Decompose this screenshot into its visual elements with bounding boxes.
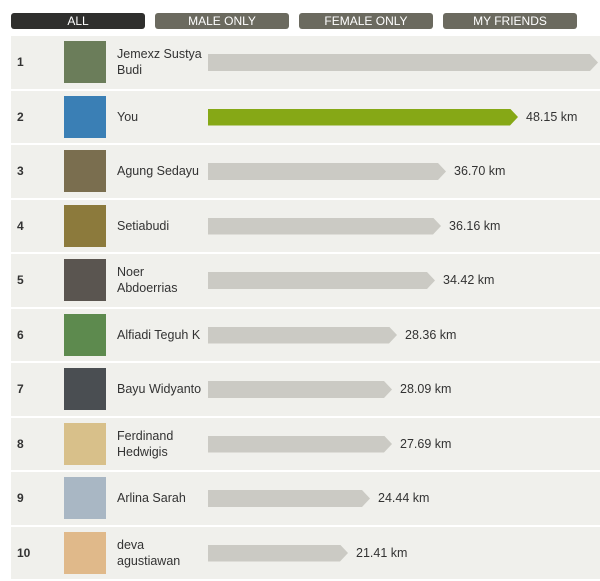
leaderboard-row: 6 Alfiadi Teguh K 28.36 km	[11, 309, 600, 364]
distance-value: 36.70 km	[454, 145, 505, 197]
rank: 9	[17, 472, 24, 524]
distance-bar	[208, 490, 370, 507]
rank: 8	[17, 418, 24, 470]
distance-bar	[208, 436, 392, 453]
runner-name[interactable]: Jemexz Sustya Budi	[117, 36, 207, 88]
filter-tabs: ALL MALE ONLY FEMALE ONLY MY FRIENDS	[11, 13, 600, 29]
distance-bar	[208, 381, 392, 398]
rank: 5	[17, 254, 24, 306]
avatar[interactable]	[64, 314, 106, 356]
distance-value: 34.42 km	[443, 254, 494, 306]
avatar[interactable]	[64, 368, 106, 410]
runner-name[interactable]: Ferdinand Hedwigis	[117, 418, 207, 470]
distance-bar	[208, 109, 518, 126]
distance-value: 24.44 km	[378, 472, 429, 524]
tab-all[interactable]: ALL	[11, 13, 145, 29]
leaderboard-row: 5 Noer Abdoerrias 34.42 km	[11, 254, 600, 309]
avatar[interactable]	[64, 477, 106, 519]
distance-bar	[208, 272, 435, 289]
leaderboard-row: 4 Setiabudi 36.16 km	[11, 200, 600, 255]
tab-my-friends[interactable]: MY FRIENDS	[443, 13, 577, 29]
leaderboard-row: 1 Jemexz Sustya Budi	[11, 36, 600, 91]
avatar[interactable]	[64, 259, 106, 301]
leaderboard-row: 9 Arlina Sarah 24.44 km	[11, 472, 600, 527]
avatar[interactable]	[64, 96, 106, 138]
avatar[interactable]	[64, 41, 106, 83]
runner-name[interactable]: You	[117, 91, 207, 143]
runner-name[interactable]: Alfiadi Teguh K	[117, 309, 207, 361]
distance-bar	[208, 218, 441, 235]
avatar[interactable]	[64, 532, 106, 574]
runner-name[interactable]: Noer Abdoerrias	[117, 254, 207, 306]
distance-value: 48.15 km	[526, 91, 577, 143]
rank: 4	[17, 200, 24, 252]
avatar[interactable]	[64, 205, 106, 247]
rank: 10	[17, 527, 30, 579]
runner-name[interactable]: Setiabudi	[117, 200, 207, 252]
distance-bar	[208, 545, 348, 562]
leaderboard-row: 2 You 48.15 km	[11, 91, 600, 146]
runner-name[interactable]: Arlina Sarah	[117, 472, 207, 524]
leaderboard-row: 7 Bayu Widyanto 28.09 km	[11, 363, 600, 418]
distance-value: 36.16 km	[449, 200, 500, 252]
runner-name[interactable]: Agung Sedayu	[117, 145, 207, 197]
runner-name[interactable]: Bayu Widyanto	[117, 363, 207, 415]
distance-value: 28.36 km	[405, 309, 456, 361]
distance-bar	[208, 54, 598, 71]
rank: 7	[17, 363, 24, 415]
distance-value: 28.09 km	[400, 363, 451, 415]
avatar[interactable]	[64, 423, 106, 465]
leaderboard-row: 3 Agung Sedayu 36.70 km	[11, 145, 600, 200]
rank: 1	[17, 36, 24, 88]
distance-value: 27.69 km	[400, 418, 451, 470]
tab-male-only[interactable]: MALE ONLY	[155, 13, 289, 29]
leaderboard-row: 10 deva agustiawan 21.41 km	[11, 527, 600, 581]
leaderboard-row: 8 Ferdinand Hedwigis 27.69 km	[11, 418, 600, 473]
distance-bar	[208, 163, 446, 180]
avatar[interactable]	[64, 150, 106, 192]
rank: 6	[17, 309, 24, 361]
tab-female-only[interactable]: FEMALE ONLY	[299, 13, 433, 29]
distance-bar	[208, 327, 397, 344]
rank: 3	[17, 145, 24, 197]
runner-name[interactable]: deva agustiawan	[117, 527, 207, 579]
rank: 2	[17, 91, 24, 143]
distance-value: 21.41 km	[356, 527, 407, 579]
